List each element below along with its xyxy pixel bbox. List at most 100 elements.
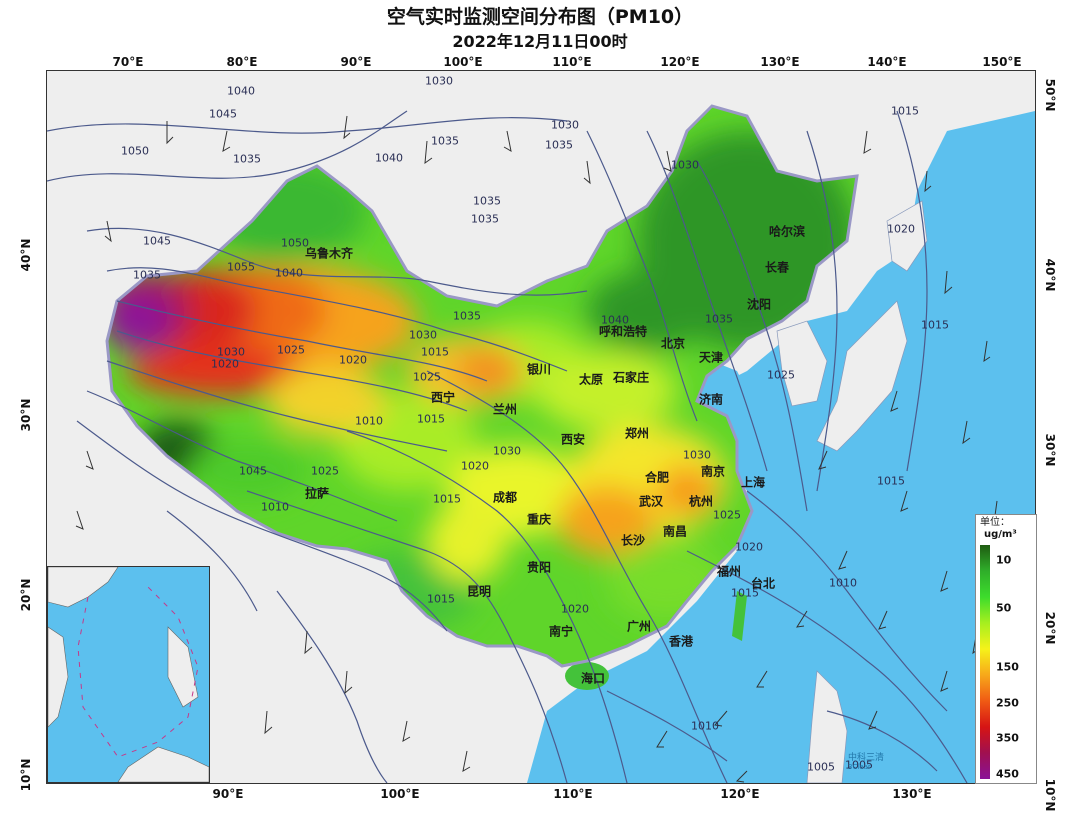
isobar-label: 1010 xyxy=(691,719,719,733)
inset-land xyxy=(117,746,209,782)
isobar-label: 1035 xyxy=(705,312,733,326)
legend-unit: ug/m³ xyxy=(984,529,1017,540)
inset-land xyxy=(48,626,69,728)
isobar-label: 1030 xyxy=(425,74,453,88)
inset-land xyxy=(48,567,119,608)
city-label: 海口 xyxy=(580,671,606,686)
lon-label-top: 70°E xyxy=(112,55,144,69)
isobar-label: 1010 xyxy=(355,414,383,428)
isobar-label: 1020 xyxy=(561,602,589,616)
isobar-label: 1020 xyxy=(461,459,489,473)
lon-label-bottom: 90°E xyxy=(212,787,244,801)
isobar-label: 1030 xyxy=(493,444,521,458)
city-label: 北京 xyxy=(660,336,686,351)
isobar-label: 1035 xyxy=(453,309,481,323)
isobar-label: 1045 xyxy=(239,464,267,478)
isobar-label: 1040 xyxy=(375,151,403,165)
legend-tick: 450 xyxy=(996,767,1019,781)
china-border xyxy=(105,104,859,668)
city-label: 福州 xyxy=(716,564,742,579)
isobar-label: 1025 xyxy=(413,370,441,384)
legend-tick: 50 xyxy=(996,601,1012,615)
lon-label-top: 90°E xyxy=(340,55,372,69)
lon-label-top: 120°E xyxy=(660,55,700,69)
isobar-label: 1020 xyxy=(211,357,239,371)
city-label: 贵阳 xyxy=(526,560,552,575)
isobar-label: 1015 xyxy=(421,345,449,359)
city-label: 银川 xyxy=(526,362,552,377)
city-label: 西安 xyxy=(560,432,586,447)
lat-label-right: 40°N xyxy=(1043,258,1057,292)
isobar-label: 1030 xyxy=(409,328,437,342)
city-label: 昆明 xyxy=(466,584,492,599)
land-japan xyxy=(816,300,908,452)
isobar-label: 1015 xyxy=(877,474,905,488)
color-legend: 单位： ug/m³ 10 50 150 250 350 450 xyxy=(975,514,1037,784)
lat-label-right: 50°N xyxy=(1043,78,1057,112)
isobar-label: 1030 xyxy=(683,448,711,462)
isobar-label: 1025 xyxy=(311,464,339,478)
logo-name: 中科三清 xyxy=(848,753,885,763)
lon-label-bottom: 130°E xyxy=(892,787,932,801)
pm10-field xyxy=(107,106,857,666)
city-label: 郑州 xyxy=(624,426,650,441)
inset-land xyxy=(167,626,199,708)
city-label: 拉萨 xyxy=(304,486,330,501)
legend-title: 单位： xyxy=(980,517,1010,528)
city-label: 成都 xyxy=(492,490,518,505)
sea-area xyxy=(527,111,1035,783)
city-label: 长春 xyxy=(764,260,790,275)
logo: 中科三清 3Clear xyxy=(848,750,884,771)
isobar-label: 1040 xyxy=(227,84,255,98)
lat-label-left: 10°N xyxy=(19,758,33,792)
city-label: 上海 xyxy=(740,475,766,490)
land-korea xyxy=(776,320,828,407)
city-label: 重庆 xyxy=(526,512,552,527)
lon-label-top: 80°E xyxy=(226,55,258,69)
city-label: 杭州 xyxy=(688,494,714,509)
lat-label-right: 20°N xyxy=(1043,611,1057,645)
city-label: 香港 xyxy=(668,634,694,649)
legend-tick: 350 xyxy=(996,731,1019,745)
isobar-label: 1010 xyxy=(261,500,289,514)
isobar-label: 1005 xyxy=(807,760,835,774)
isobar-label: 1015 xyxy=(433,492,461,506)
map-svg xyxy=(47,104,1035,783)
city-label: 广州 xyxy=(626,619,652,634)
isobar-label: 1025 xyxy=(767,368,795,382)
isobar-label: 1035 xyxy=(431,134,459,148)
lon-label-bottom: 100°E xyxy=(380,787,420,801)
city-label: 合肥 xyxy=(644,470,670,485)
city-label: 济南 xyxy=(698,392,724,407)
lat-label-left: 20°N xyxy=(19,578,33,612)
lat-label-right: 10°N xyxy=(1043,778,1057,812)
isobar-label: 1040 xyxy=(601,313,629,327)
city-label: 呼和浩特 xyxy=(598,324,648,339)
isobar-label: 1015 xyxy=(921,318,949,332)
isobar-label: 1025 xyxy=(713,508,741,522)
city-label: 兰州 xyxy=(492,402,518,417)
map-title: 空气实时监测空间分布图（PM10） xyxy=(386,6,694,28)
isobar-label: 1015 xyxy=(427,592,455,606)
lon-label-top: 130°E xyxy=(760,55,800,69)
isobar-label: 1045 xyxy=(143,234,171,248)
taiwan xyxy=(732,591,747,641)
isobar-label: 1030 xyxy=(217,345,245,359)
isobar-label: 1050 xyxy=(281,236,309,250)
legend-tick: 150 xyxy=(996,660,1019,674)
city-label: 武汉 xyxy=(638,494,664,509)
isobar-label: 1045 xyxy=(209,107,237,121)
city-label: 南京 xyxy=(700,464,726,479)
south-china-sea-inset xyxy=(47,566,210,783)
logo-sub: 3Clear xyxy=(848,763,871,771)
legend-color-bar xyxy=(980,545,990,779)
isobar-label: 1030 xyxy=(551,118,579,132)
lon-label-top: 140°E xyxy=(867,55,907,69)
lat-label-left: 30°N xyxy=(19,398,33,432)
lat-label-left: 40°N xyxy=(19,238,33,272)
isobar-label: 1020 xyxy=(735,540,763,554)
isobar-label: 1025 xyxy=(277,343,305,357)
city-label: 南昌 xyxy=(662,524,688,539)
isobar-label: 1005 xyxy=(845,758,873,772)
map-subtitle: 2022年12月11日00时 xyxy=(452,32,628,51)
